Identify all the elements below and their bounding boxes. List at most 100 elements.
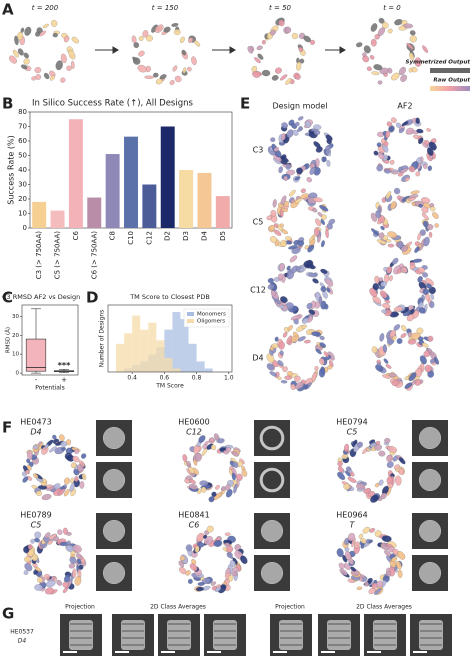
helix [159,74,167,80]
timestep: t = 200 [32,4,59,12]
helix [270,210,277,217]
hist-bar [116,343,125,372]
helix [385,130,391,139]
helix [396,338,403,344]
helix [323,351,329,358]
helix [344,443,349,453]
x-tick-label: 1.0 [224,375,234,382]
helix [312,278,319,284]
em-particle [121,620,145,650]
helix [410,190,420,195]
helix [309,265,316,270]
bar [197,172,212,228]
helix [382,344,387,353]
helix [76,464,84,473]
helix [408,372,417,381]
helix [232,461,239,468]
helix [325,229,329,239]
helix [295,121,300,127]
helix [189,563,198,572]
helix [203,536,213,545]
helix [408,165,416,173]
structure [373,117,437,182]
helix [229,560,236,567]
helix [300,188,306,194]
y-tick-label: 60 [18,137,27,145]
helix [283,175,288,181]
symmetry: C6 [189,521,200,530]
helix [152,72,159,78]
helix [302,317,309,324]
helix [378,479,384,486]
helix [409,30,416,36]
helix [393,464,400,470]
em-image [254,420,290,456]
helix [421,212,429,221]
helix [213,540,223,547]
helix [426,283,433,289]
hist-bar [188,343,197,372]
em-particle [418,561,442,585]
row-label: C5 [253,218,264,227]
helix [369,55,375,60]
helix [371,228,379,236]
helix [364,581,369,587]
helix [52,434,57,440]
helix [383,358,389,364]
helix [312,197,323,203]
helix [297,336,306,342]
helix [196,532,205,542]
y-tick-label: 50 [18,152,27,160]
em-particle [279,620,303,650]
panel-label: C [2,289,13,307]
helix [343,483,350,490]
helix [426,147,434,156]
helix [76,553,83,560]
helix [405,127,415,135]
helix [426,224,434,231]
helix [197,582,205,586]
helix [383,141,389,147]
helix [280,296,288,303]
helix [309,167,316,175]
helix [217,438,225,444]
legend-swatch [430,86,470,91]
helix [20,64,28,70]
helix [186,66,192,72]
helix [312,208,318,213]
helix [370,23,378,32]
helix [379,333,385,342]
helix [180,36,185,43]
helix [337,472,346,480]
helix [182,454,188,462]
x-tick-label: C8 [109,231,117,240]
plot-frame [107,304,233,373]
helix [191,559,197,565]
helix [308,272,317,278]
y-axis-label: Number of Designs [99,310,106,368]
y-tick-label: 30 [18,181,27,189]
helix [315,348,322,355]
helix [188,479,196,484]
helix [74,476,79,482]
helix [385,191,392,200]
helix [210,444,217,451]
helix [422,272,428,278]
hist-bar [164,329,173,372]
helix [278,166,283,174]
structure [247,17,315,85]
helix [61,447,66,451]
x-tick-label: + [61,376,67,384]
helix [297,116,304,121]
helix [320,286,327,292]
helix [318,296,323,305]
legend-box [183,308,230,328]
helix [403,23,413,29]
helix [17,48,24,56]
helix [384,438,391,444]
bar [87,197,102,228]
y-tick-label: 10 [12,352,19,358]
hist-bar [164,357,173,372]
helix [422,288,430,295]
helix [270,137,276,143]
